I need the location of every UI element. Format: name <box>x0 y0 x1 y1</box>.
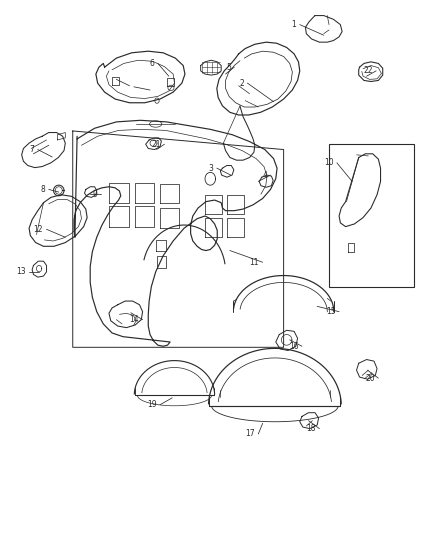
Text: 7: 7 <box>29 145 34 154</box>
Text: 6: 6 <box>149 59 154 68</box>
Text: 19: 19 <box>147 400 156 409</box>
Text: 16: 16 <box>289 342 298 351</box>
Text: 15: 15 <box>326 307 336 316</box>
Text: 3: 3 <box>208 164 213 173</box>
Text: 22: 22 <box>363 67 373 75</box>
Text: 21: 21 <box>152 140 161 149</box>
Text: 17: 17 <box>245 430 255 439</box>
Text: 18: 18 <box>307 424 316 433</box>
Text: 4: 4 <box>262 171 267 180</box>
Text: 11: 11 <box>250 258 259 266</box>
Text: 14: 14 <box>130 315 139 324</box>
Text: 12: 12 <box>34 225 43 234</box>
Text: 13: 13 <box>16 268 25 276</box>
Text: 1: 1 <box>292 20 296 29</box>
Text: 9: 9 <box>93 190 98 199</box>
Text: 2: 2 <box>239 78 244 87</box>
Text: 5: 5 <box>226 63 231 71</box>
Bar <box>329 144 414 287</box>
Text: 8: 8 <box>40 185 45 194</box>
Text: 20: 20 <box>365 374 375 383</box>
Text: 10: 10 <box>324 158 333 167</box>
